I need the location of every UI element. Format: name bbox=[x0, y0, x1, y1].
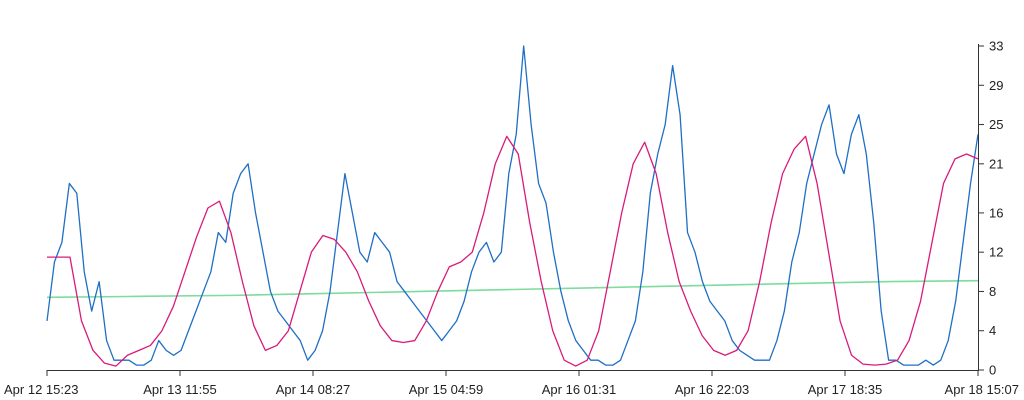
y-tick-label: 12 bbox=[989, 245, 1003, 260]
x-tick-label: Apr 14 08:27 bbox=[276, 382, 350, 397]
x-tick-label: Apr 13 11:55 bbox=[143, 382, 216, 397]
x-axis-ticks: Apr 12 15:23 Apr 13 11:55 Apr 14 08:27 Apr … bbox=[4, 370, 1019, 397]
x-tick-label: Apr 17 18:35 bbox=[808, 382, 882, 397]
y-tick-label: 29 bbox=[989, 78, 1003, 93]
y-tick-label: 16 bbox=[989, 205, 1003, 220]
x-tick-label: Apr 16 01:31 bbox=[542, 382, 616, 397]
x-tick-label: Apr 16 22:03 bbox=[675, 382, 749, 397]
series-layer bbox=[46, 45, 979, 367]
y-tick-label: 25 bbox=[989, 117, 1003, 132]
y-tick-label: 0 bbox=[989, 363, 996, 378]
x-tick-label: Apr 15 04:59 bbox=[409, 382, 483, 397]
y-axis-ticks: 0 4 8 12 16 21 25 29 33 bbox=[978, 39, 1003, 378]
y-tick-label: 33 bbox=[989, 39, 1003, 54]
series-line-1 bbox=[47, 135, 979, 367]
y-tick-label: 21 bbox=[989, 156, 1003, 171]
y-tick-label: 8 bbox=[989, 284, 996, 299]
x-tick-label: Apr 18 15:07 bbox=[945, 382, 1019, 397]
y-tick-label: 4 bbox=[989, 323, 996, 338]
series-line-2 bbox=[46, 279, 979, 299]
series-line-0 bbox=[46, 45, 979, 366]
x-tick-label: Apr 12 15:23 bbox=[4, 382, 78, 397]
